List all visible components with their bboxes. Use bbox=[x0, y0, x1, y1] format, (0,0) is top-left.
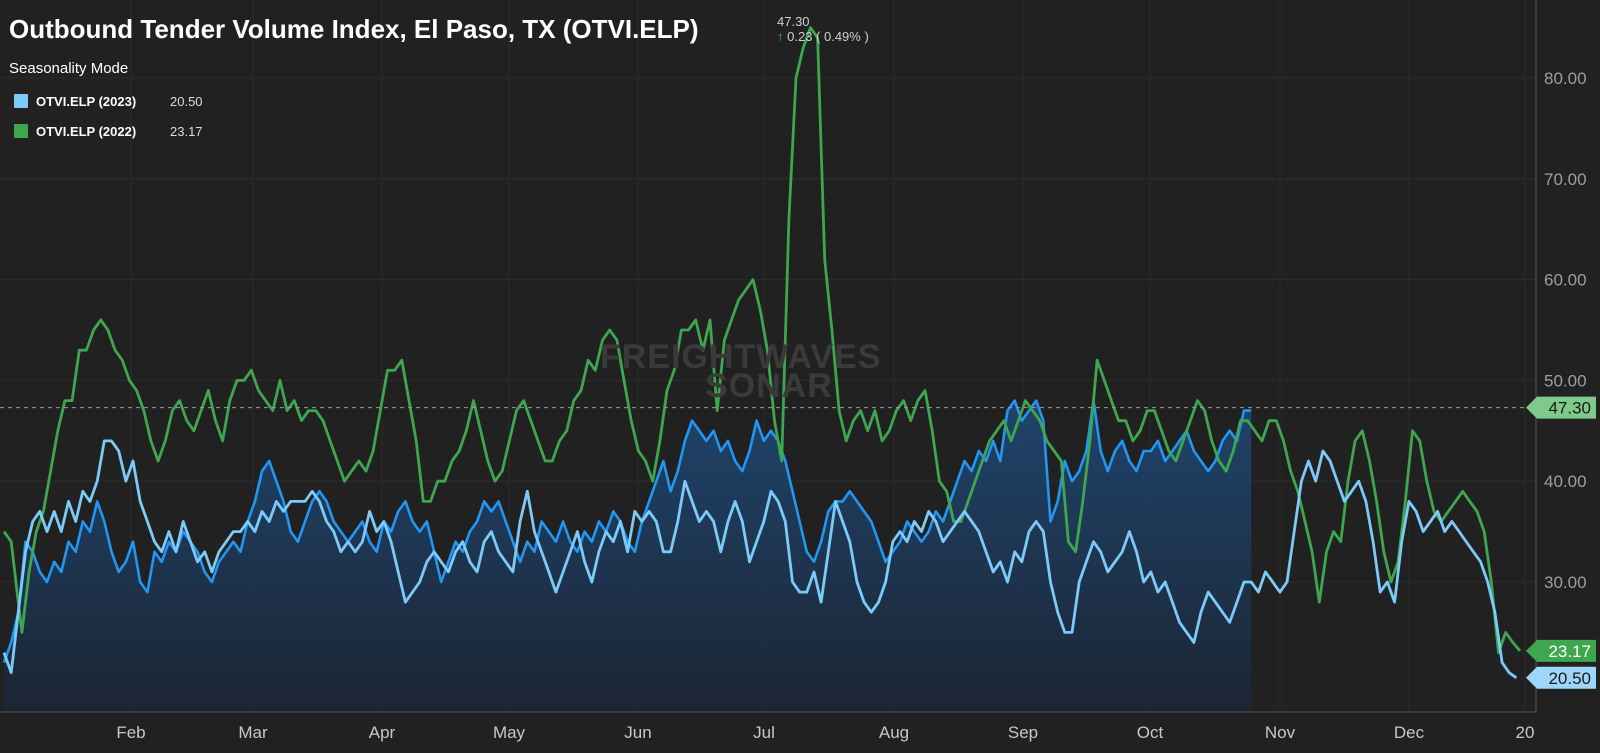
series-line-blue-area bbox=[2, 399, 1252, 664]
legend-name-2022: OTVI.ELP (2022) bbox=[36, 123, 137, 139]
x-tick-label-7: Sep bbox=[1008, 723, 1038, 742]
up-arrow-icon: ↑ bbox=[777, 29, 784, 44]
end-label-2023: 20.50 bbox=[1526, 666, 1596, 689]
x-tick-label-9: Nov bbox=[1265, 723, 1296, 742]
change-value: 0.23 ( 0.49% ) bbox=[787, 29, 869, 44]
y-tick-label-0: 30.00 bbox=[1544, 573, 1587, 592]
x-tick-label-10: Dec bbox=[1394, 723, 1425, 742]
chart-title: Outbound Tender Volume Index, El Paso, T… bbox=[9, 14, 699, 44]
series-line-0 bbox=[2, 26, 1522, 654]
peak-value: 47.30 bbox=[777, 14, 810, 29]
x-tick-label-2: Apr bbox=[369, 723, 396, 742]
peak-annotation: 47.30 ↑ 0.23 ( 0.49% ) bbox=[777, 14, 869, 44]
legend-name-2023: OTVI.ELP (2023) bbox=[36, 93, 137, 109]
seasonality-mode-label[interactable]: Seasonality Mode bbox=[9, 60, 129, 77]
x-tick-label-8: Oct bbox=[1137, 723, 1164, 742]
x-tick-label-3: May bbox=[493, 723, 526, 742]
legend: OTVI.ELP (2023) 20.50 OTVI.ELP (2022) 23… bbox=[14, 86, 203, 146]
change-readout: ↑ 0.23 ( 0.49% ) bbox=[777, 29, 869, 44]
legend-item-2023[interactable]: OTVI.ELP (2023) 20.50 bbox=[14, 86, 203, 116]
series-lines bbox=[2, 26, 1522, 679]
legend-value-2022: 23.17 bbox=[170, 123, 203, 139]
end-label-2022-text: 23.17 bbox=[1548, 642, 1591, 661]
end-label-reference: 47.30 bbox=[1526, 396, 1596, 419]
end-label-2022-tag bbox=[1526, 639, 1596, 662]
x-tick-label-4: Jun bbox=[624, 723, 651, 742]
watermark-line1: FREIGHTWAVES bbox=[600, 338, 882, 376]
x-axis-ticks: Feb Mar Apr May Jun Jul Aug Sep Oct Nov Dec 20 bbox=[116, 723, 1534, 742]
legend-swatch-2023 bbox=[14, 94, 28, 108]
y-tick-label-1: 40.00 bbox=[1544, 472, 1587, 491]
x-tick-label-1: Mar bbox=[238, 723, 268, 742]
end-label-2023-text: 20.50 bbox=[1548, 669, 1591, 688]
y-tick-label-5: 80.00 bbox=[1544, 69, 1587, 88]
watermark: FREIGHTWAVES SONAR bbox=[600, 338, 882, 406]
x-tick-label-6: Aug bbox=[879, 723, 909, 742]
legend-swatch-2022 bbox=[14, 124, 28, 138]
x-tick-label-0: Feb bbox=[116, 723, 145, 742]
x-tick-label-5: Jul bbox=[753, 723, 775, 742]
end-label-2022: 23.17 bbox=[1526, 639, 1596, 662]
end-label-reference-text: 47.30 bbox=[1548, 399, 1591, 418]
series-line-1 bbox=[2, 439, 1518, 679]
y-tick-label-3: 60.00 bbox=[1544, 271, 1587, 290]
filled-area-series bbox=[2, 399, 1252, 712]
x-tick-label-11: 20 bbox=[1516, 723, 1535, 742]
watermark-line2: SONAR bbox=[705, 367, 833, 405]
end-value-labels: 47.30 23.17 20.50 bbox=[1526, 396, 1596, 689]
legend-item-2022[interactable]: OTVI.ELP (2022) 23.17 bbox=[14, 116, 203, 146]
area-fill bbox=[4, 400, 1252, 712]
y-tick-label-2: 50.00 bbox=[1544, 371, 1587, 390]
end-label-2023-tag bbox=[1526, 666, 1596, 689]
y-tick-label-4: 70.00 bbox=[1544, 170, 1587, 189]
end-label-reference-tag bbox=[1526, 396, 1596, 419]
legend-value-2023: 20.50 bbox=[170, 93, 203, 109]
y-axis-ticks: 30.00 40.00 50.00 60.00 70.00 80.00 bbox=[1544, 69, 1587, 592]
